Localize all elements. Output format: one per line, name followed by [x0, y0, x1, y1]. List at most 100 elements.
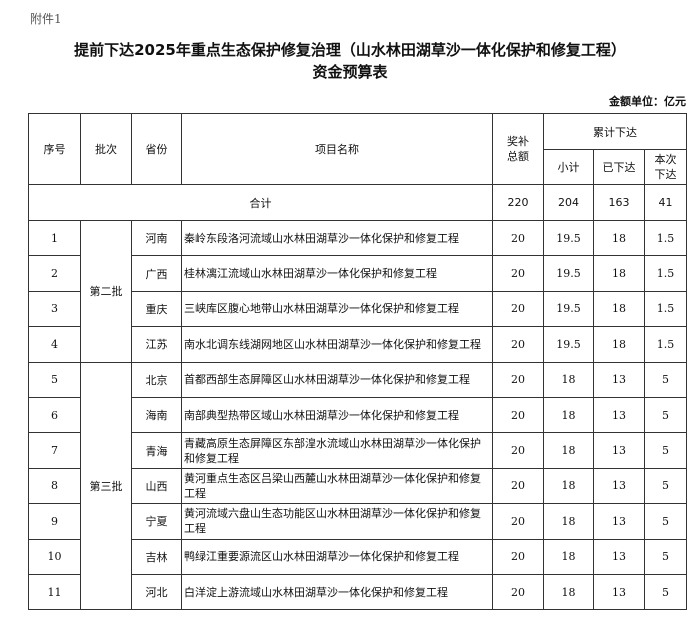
cell-province: 广西 [131, 255, 182, 292]
cell-seq: 11 [28, 573, 81, 611]
cell-subtotal: 18 [543, 573, 594, 611]
cell-current: 5 [644, 432, 687, 469]
cell-project: 南水北调东线湖网地区山水林田湖草沙一体化保护和修复工程 [181, 326, 493, 363]
cell-province: 河南 [131, 219, 182, 257]
cell-project: 南部典型热带区域山水林田湖草沙一体化保护和修复工程 [181, 396, 493, 434]
cell-total: 20 [492, 467, 544, 505]
cell-project: 黄河重点生态区吕梁山西麓山水林田湖草沙一体化保护和修复工程 [181, 467, 493, 505]
cell-issued: 18 [593, 326, 645, 363]
cell-project: 白洋淀上游流域山水林田湖草沙一体化保护和修复工程 [181, 573, 493, 611]
cell-issued: 13 [593, 396, 645, 434]
table-row: 5 第三批 北京 首都西部生态屏障区山水林田湖草沙一体化保护和修复工程 20 18 13 5 [28, 361, 687, 611]
header-issued: 已下达 [593, 149, 645, 185]
cell-total: 20 [492, 573, 544, 611]
cell-issued: 13 [593, 538, 645, 575]
table-row: 2 广西 桂林漓江流域山水林田湖草沙一体化保护和修复工程 20 19.5 18 1.5 [28, 255, 687, 292]
table-row: 6 海南 南部典型热带区域山水林田湖草沙一体化保护和修复工程 20 18 13 5 [28, 396, 687, 434]
header-total: 奖补总额 [492, 113, 544, 185]
header-current: 本次下达 [644, 149, 687, 185]
table-row: 8 山西 黄河重点生态区吕梁山西麓山水林田湖草沙一体化保护和修复工程 20 18 13 5 [28, 467, 687, 505]
cell-seq: 2 [28, 255, 81, 292]
cell-province: 海南 [131, 396, 182, 434]
document-subtitle: 资金预算表 [312, 63, 388, 81]
cell-subtotal: 19.5 [543, 219, 594, 257]
cell-project: 黄河流域六盘山生态功能区山水林田湖草沙一体化保护和修复工程 [181, 503, 493, 540]
cell-current: 1.5 [644, 290, 687, 328]
cell-total: 20 [492, 290, 544, 328]
cell-current: 5 [644, 396, 687, 434]
cell-province: 山西 [131, 467, 182, 505]
header-seq: 序号 [28, 113, 81, 185]
cell-seq: 5 [28, 361, 81, 398]
cell-batch: 第二批 [80, 220, 132, 363]
cell-total: 20 [492, 255, 544, 292]
cell-total: 20 [492, 219, 544, 257]
cell-current: 1.5 [644, 255, 687, 292]
cell-issued: 18 [593, 290, 645, 328]
cell-issued: 18 [593, 219, 645, 257]
cell-current: 5 [644, 503, 687, 540]
cell-current: 1.5 [644, 219, 687, 257]
total-issued: 163 [593, 184, 645, 221]
cell-issued: 13 [593, 361, 645, 398]
cell-seq: 8 [28, 467, 81, 505]
cell-project: 首都西部生态屏障区山水林田湖草沙一体化保护和修复工程 [181, 361, 493, 398]
cell-current: 5 [644, 467, 687, 505]
cell-total: 20 [492, 538, 544, 575]
cell-project: 秦岭东段洛河流域山水林田湖草沙一体化保护和修复工程 [181, 219, 493, 257]
cell-province: 青海 [131, 432, 182, 469]
cell-seq: 10 [28, 538, 81, 575]
cell-subtotal: 18 [543, 396, 594, 434]
table-row: 3 重庆 三峡库区腹心地带山水林田湖草沙一体化保护和修复工程 20 19.5 18 1.5 [28, 290, 687, 328]
cell-issued: 13 [593, 432, 645, 469]
table-row: 9 宁夏 黄河流域六盘山生态功能区山水林田湖草沙一体化保护和修复工程 20 18 13 5 [28, 503, 687, 540]
cell-current: 5 [644, 361, 687, 398]
cell-province: 北京 [131, 361, 182, 398]
cell-current: 5 [644, 538, 687, 575]
header-project: 项目名称 [181, 113, 493, 185]
cell-subtotal: 19.5 [543, 326, 594, 363]
table-row: 4 江苏 南水北调东线湖网地区山水林田湖草沙一体化保护和修复工程 20 19.5 18 1.… [28, 326, 687, 363]
table-row: 7 青海 青藏高原生态屏障区东部湟水流域山水林田湖草沙一体化保护和修复工程 20 18 1… [28, 432, 687, 469]
document-title: 提前下达2025年重点生态保护修复治理（山水林田湖草沙一体化保护和修复工程） [74, 41, 626, 59]
cell-province: 河北 [131, 573, 182, 611]
table-row: 10 吉林 鸭绿江重要源流区山水林田湖草沙一体化保护和修复工程 20 18 13 5 [28, 538, 687, 575]
budget-table: 序号 批次 省份 项目名称 奖补总额 累计下达 小计 已下达 本次下达 合计 2… [28, 113, 687, 611]
table-row: 11 河北 白洋淀上游流域山水林田湖草沙一体化保护和修复工程 20 18 13 5 [28, 573, 687, 611]
total-row: 合计 220 204 163 41 [28, 184, 687, 221]
cell-province: 江苏 [131, 326, 182, 363]
cell-issued: 13 [593, 467, 645, 505]
cell-seq: 7 [28, 432, 81, 469]
header-batch: 批次 [80, 113, 132, 185]
cell-issued: 13 [593, 503, 645, 540]
cell-project: 鸭绿江重要源流区山水林田湖草沙一体化保护和修复工程 [181, 538, 493, 575]
total-subtotal: 204 [543, 184, 594, 221]
cell-subtotal: 18 [543, 361, 594, 398]
cell-total: 20 [492, 503, 544, 540]
unit-label: 金额单位：亿元 [609, 95, 686, 108]
table-row: 1 第二批 河南 秦岭东段洛河流域山水林田湖草沙一体化保护和修复工程 20 19.5 18 1… [28, 219, 687, 363]
cell-issued: 13 [593, 573, 645, 611]
cell-province: 吉林 [131, 538, 182, 575]
cell-subtotal: 18 [543, 467, 594, 505]
cell-total: 20 [492, 361, 544, 398]
cell-subtotal: 19.5 [543, 290, 594, 328]
cell-total: 20 [492, 326, 544, 363]
cell-seq: 9 [28, 503, 81, 540]
cell-project: 三峡库区腹心地带山水林田湖草沙一体化保护和修复工程 [181, 290, 493, 328]
cell-project: 桂林漓江流域山水林田湖草沙一体化保护和修复工程 [181, 255, 493, 292]
cell-subtotal: 18 [543, 503, 594, 540]
header-province: 省份 [131, 113, 182, 185]
cell-total: 20 [492, 396, 544, 434]
cell-project: 青藏高原生态屏障区东部湟水流域山水林田湖草沙一体化保护和修复工程 [181, 432, 493, 469]
cell-subtotal: 19.5 [543, 255, 594, 292]
cell-seq: 1 [28, 219, 81, 257]
total-label: 合计 [28, 184, 493, 221]
cell-seq: 6 [28, 396, 81, 434]
cell-subtotal: 18 [543, 432, 594, 469]
cell-batch: 第三批 [80, 361, 132, 611]
total-current: 41 [644, 184, 687, 221]
cell-province: 宁夏 [131, 503, 182, 540]
cell-subtotal: 18 [543, 538, 594, 575]
cell-total: 20 [492, 432, 544, 469]
